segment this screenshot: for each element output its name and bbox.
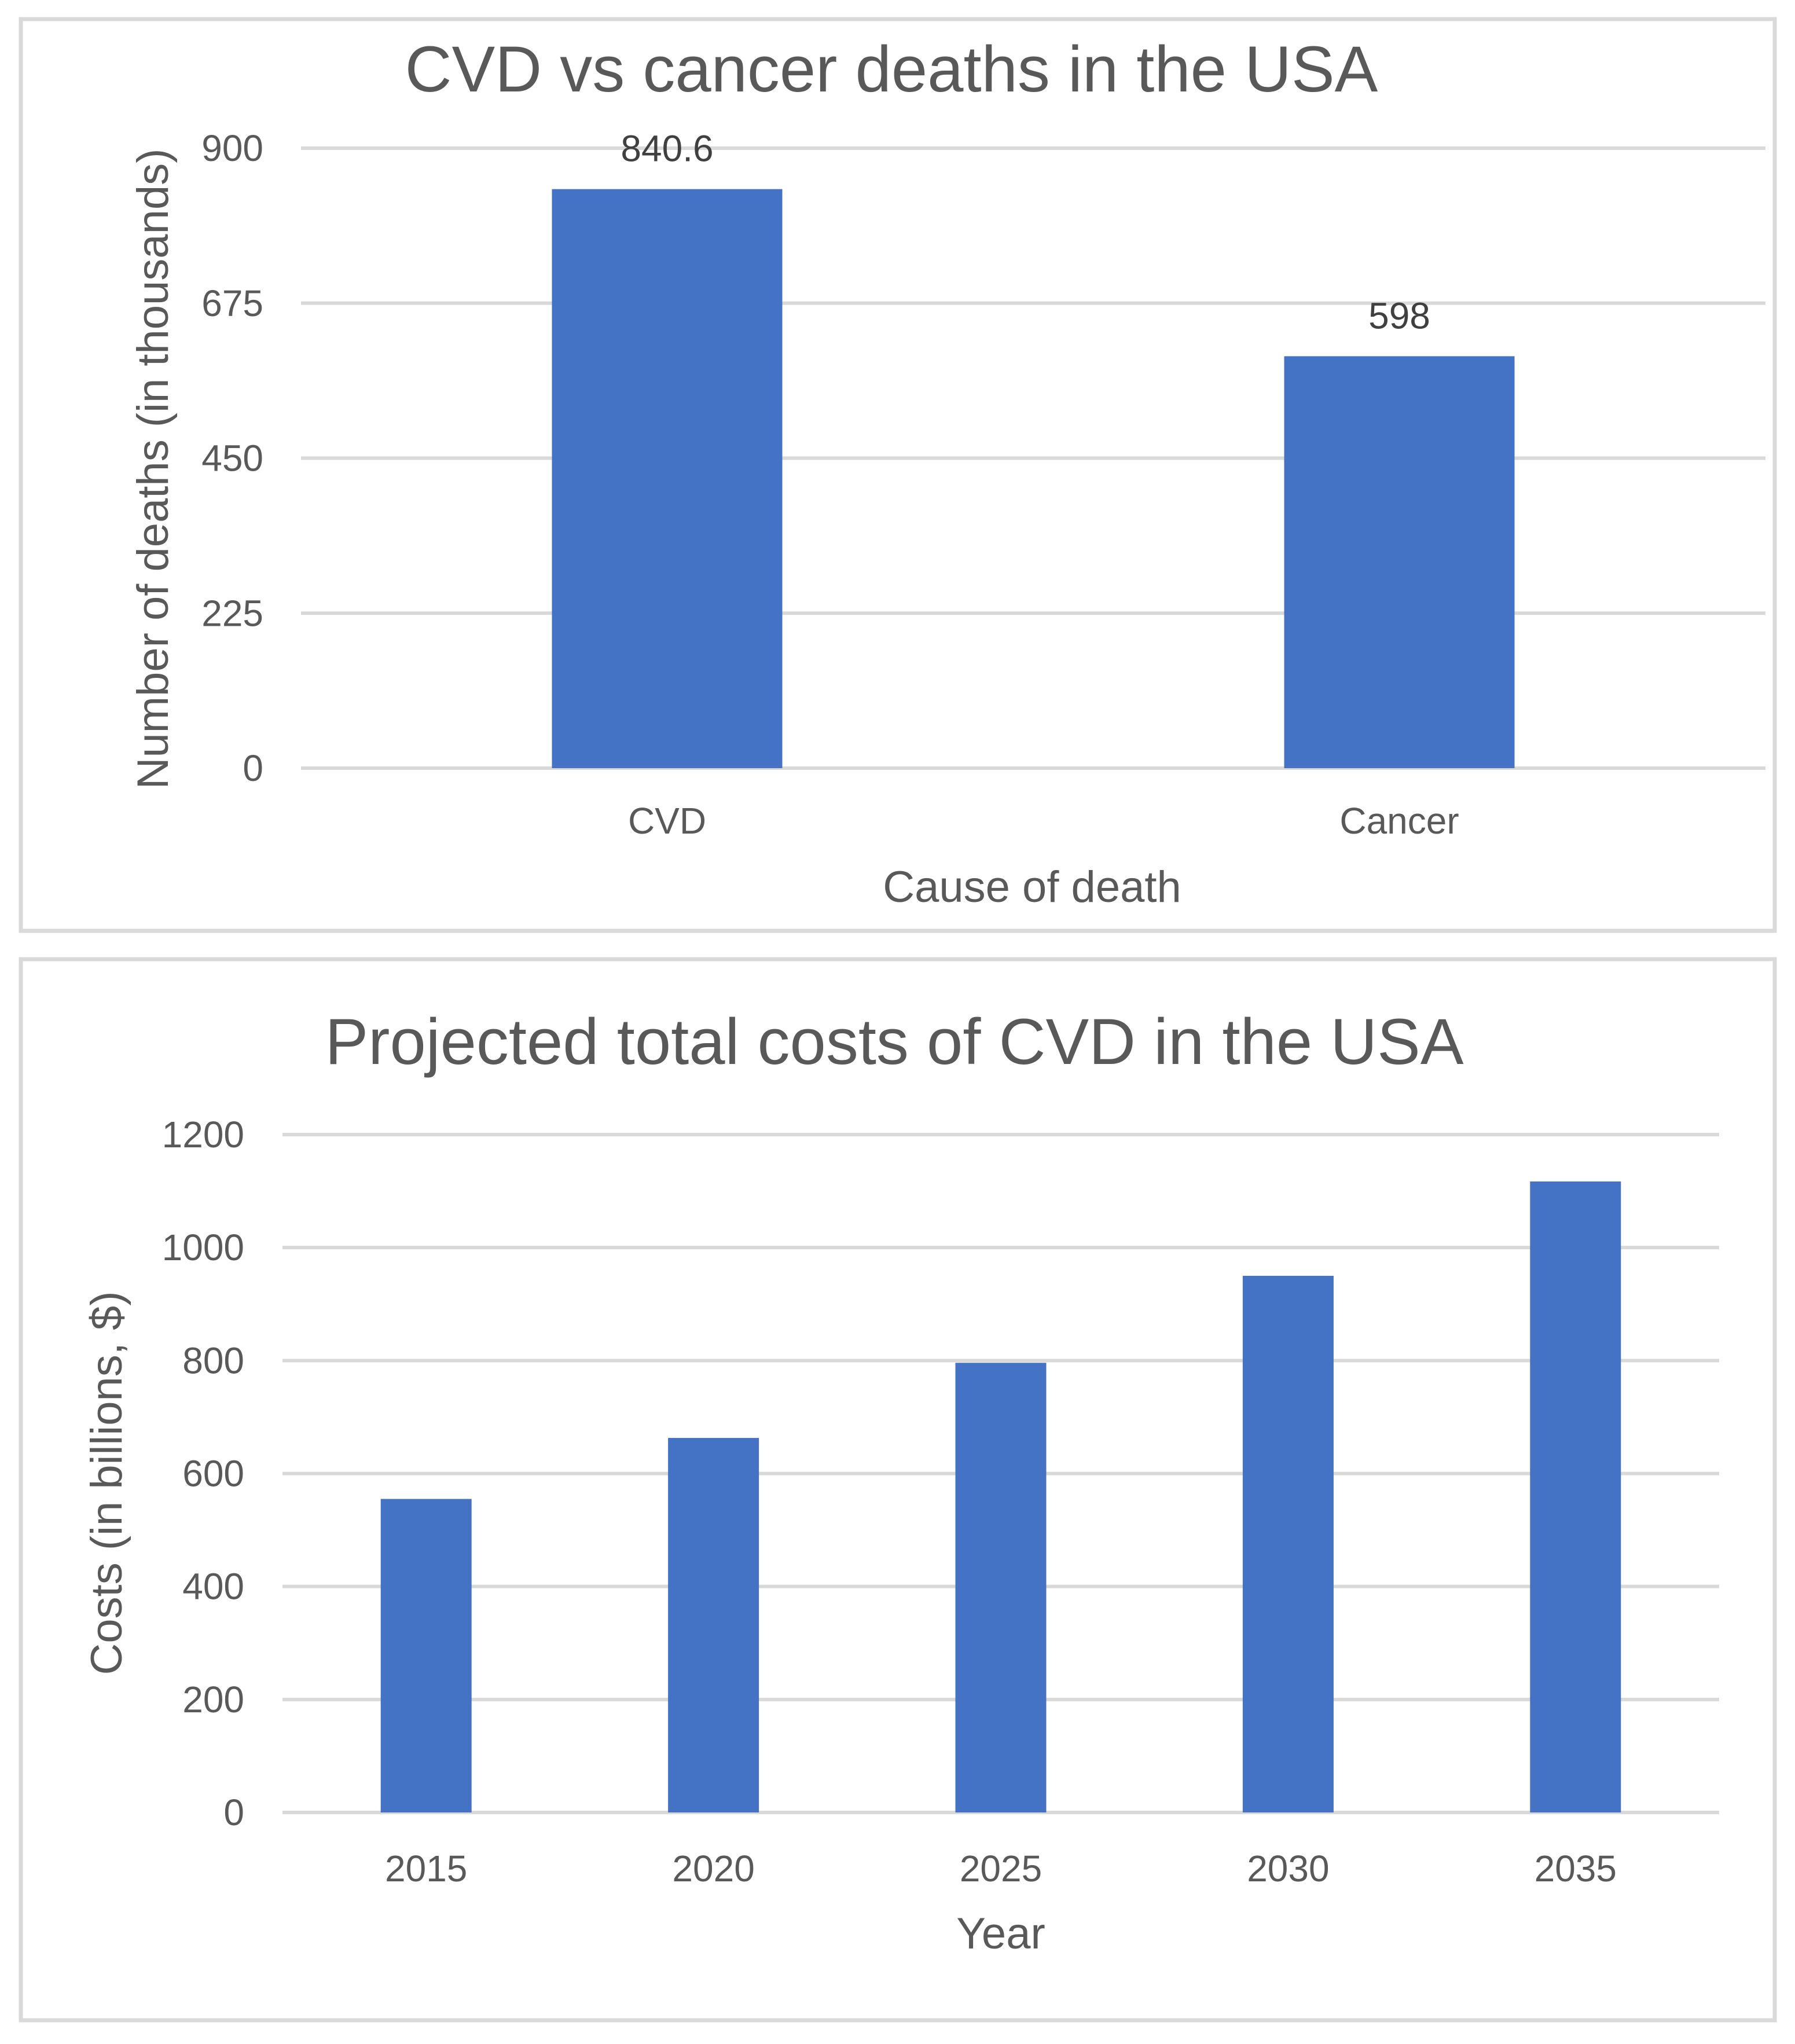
chart-title: Projected total costs of CVD in the USA — [325, 1006, 1463, 1078]
y-tick-label: 0 — [243, 747, 263, 789]
bar — [552, 189, 783, 768]
bar — [1530, 1181, 1621, 1812]
bar — [1284, 356, 1515, 768]
bar — [380, 1499, 472, 1812]
y-tick-label: 675 — [201, 282, 263, 324]
data-label: 840.6 — [621, 128, 713, 170]
chart-cvd-vs-cancer: CVD vs cancer deaths in the USA 840.6 598… — [19, 17, 1777, 933]
x-tick-label: 2035 — [1535, 1848, 1617, 1889]
y-tick-label: 1200 — [162, 1114, 244, 1155]
chart-frame — [19, 957, 1777, 2023]
chart-projected-costs: Projected total costs of CVD in the USA … — [19, 957, 1777, 2023]
y-tick-label: 900 — [201, 127, 263, 169]
y-tick-label: 0 — [223, 1792, 244, 1833]
chart-title: CVD vs cancer deaths in the USA — [405, 33, 1378, 105]
x-tick-label: 2020 — [672, 1848, 754, 1889]
x-tick-label: CVD — [628, 800, 706, 842]
y-tick-label: 200 — [182, 1679, 244, 1720]
y-axis-title: Number of deaths (in thousands) — [129, 149, 178, 790]
y-tick-label: 400 — [182, 1566, 244, 1608]
y-tick-label: 800 — [182, 1340, 244, 1381]
x-tick-label: 2015 — [385, 1848, 467, 1889]
x-axis-title: Year — [956, 1909, 1045, 1958]
y-tick-label: 1000 — [162, 1227, 244, 1268]
y-tick-label: 225 — [201, 592, 263, 634]
x-tick-label: 2030 — [1247, 1848, 1329, 1889]
y-axis-title: Costs (in billions, $) — [82, 1291, 131, 1675]
x-tick-label: Cancer — [1339, 800, 1459, 842]
bar — [1242, 1275, 1334, 1812]
y-tick-label: 600 — [182, 1453, 244, 1495]
y-tick-label: 450 — [201, 438, 263, 479]
bar — [955, 1363, 1047, 1812]
x-axis-title: Cause of death — [883, 863, 1181, 912]
x-tick-label: 2025 — [960, 1848, 1042, 1889]
data-label: 598 — [1368, 295, 1430, 336]
bar — [668, 1438, 759, 1812]
